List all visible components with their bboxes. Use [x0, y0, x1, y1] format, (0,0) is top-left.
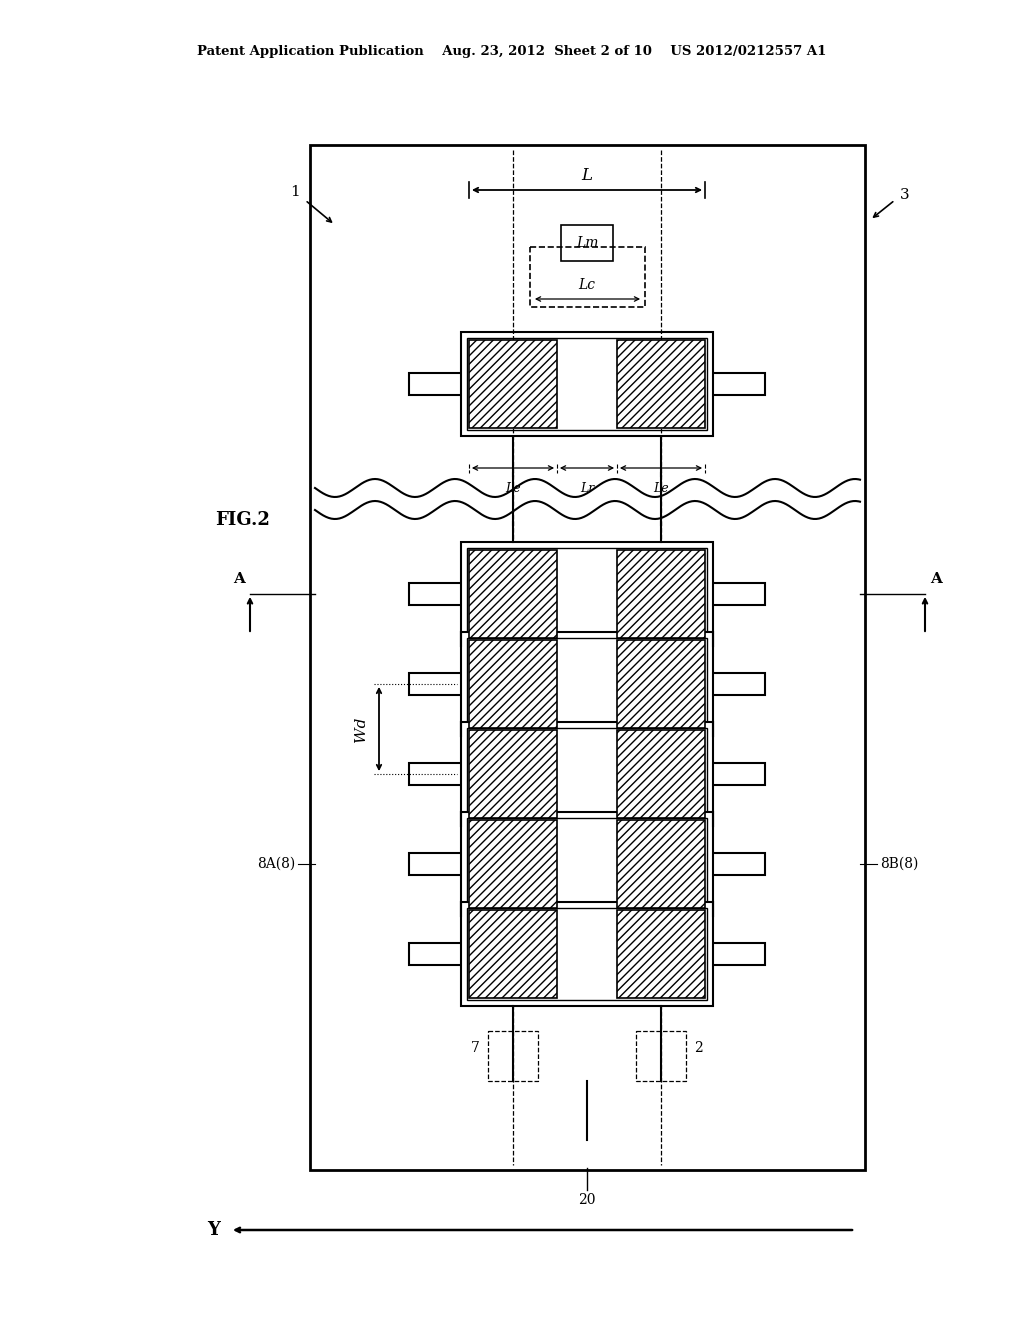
Bar: [701, 763, 765, 785]
Bar: [409, 583, 473, 605]
Text: Lc: Lc: [579, 279, 596, 292]
Bar: [469, 909, 557, 998]
Bar: [409, 763, 473, 785]
Bar: [467, 729, 707, 820]
Bar: [409, 673, 473, 696]
Bar: [310, 145, 865, 1170]
Text: Lm: Lm: [575, 236, 598, 249]
Text: Wd: Wd: [354, 717, 368, 742]
Bar: [409, 853, 473, 875]
Text: Patent Application Publication    Aug. 23, 2012  Sheet 2 of 10    US 2012/021255: Patent Application Publication Aug. 23, …: [198, 45, 826, 58]
Bar: [469, 640, 557, 729]
Bar: [467, 908, 707, 1001]
Bar: [467, 548, 707, 640]
Text: Y: Y: [207, 1221, 220, 1239]
Bar: [461, 812, 713, 916]
Bar: [467, 338, 707, 430]
Bar: [701, 673, 765, 696]
Bar: [617, 909, 705, 998]
Text: Lr: Lr: [580, 482, 594, 495]
Bar: [617, 550, 705, 638]
Bar: [617, 341, 705, 428]
Bar: [461, 722, 713, 826]
Text: FIG.2: FIG.2: [215, 511, 270, 529]
Text: 3: 3: [900, 187, 909, 202]
Text: 8B(8): 8B(8): [880, 857, 919, 871]
Text: 7: 7: [471, 1041, 480, 1055]
Text: 1: 1: [290, 185, 300, 199]
Text: Le: Le: [653, 482, 669, 495]
Bar: [530, 247, 645, 308]
Bar: [701, 374, 765, 395]
Text: 8A(8): 8A(8): [257, 857, 295, 871]
Bar: [409, 942, 473, 965]
Bar: [617, 730, 705, 818]
Bar: [469, 550, 557, 638]
Bar: [617, 640, 705, 729]
Bar: [701, 853, 765, 875]
Bar: [469, 341, 557, 428]
Bar: [701, 583, 765, 605]
Bar: [469, 820, 557, 908]
Text: Le: Le: [505, 482, 521, 495]
Bar: [617, 820, 705, 908]
Bar: [636, 1031, 686, 1081]
Bar: [467, 818, 707, 909]
Bar: [488, 1031, 538, 1081]
Text: 20: 20: [579, 1193, 596, 1206]
Text: A: A: [233, 572, 245, 586]
Text: L: L: [582, 168, 593, 185]
Bar: [461, 632, 713, 737]
Text: A: A: [930, 572, 942, 586]
Bar: [561, 224, 613, 261]
Bar: [409, 374, 473, 395]
Bar: [469, 730, 557, 818]
Bar: [467, 638, 707, 730]
Bar: [461, 902, 713, 1006]
Text: 2: 2: [694, 1041, 702, 1055]
Bar: [701, 942, 765, 965]
Bar: [461, 333, 713, 436]
Bar: [461, 543, 713, 645]
